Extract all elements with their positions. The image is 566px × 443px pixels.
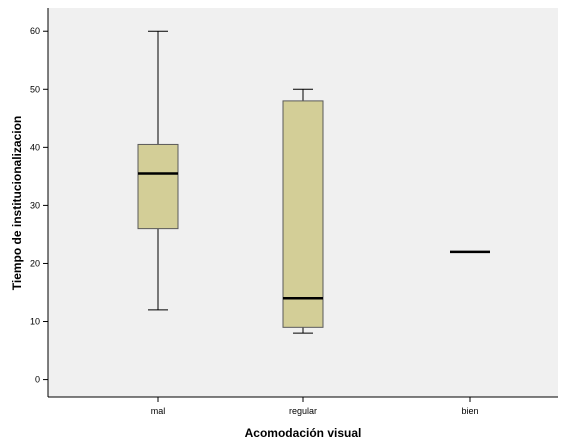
y-tick-label: 60 — [30, 26, 40, 36]
y-tick-label: 0 — [35, 375, 40, 385]
y-axis-ticks: 0 10 20 30 40 50 60 — [30, 26, 48, 385]
x-tick-label: mal — [151, 406, 166, 416]
box-group — [137, 30, 490, 334]
box-mal — [137, 30, 179, 311]
y-tick-label: 10 — [30, 317, 40, 327]
iqr-box — [137, 143, 179, 230]
y-tick-label: 30 — [30, 200, 40, 210]
iqr-box — [282, 100, 324, 328]
y-tick-label: 50 — [30, 84, 40, 94]
box-regular — [282, 88, 324, 334]
x-tick-label: bien — [461, 406, 478, 416]
x-axis-title: Acomodación visual — [245, 426, 362, 440]
x-axis-ticks: mal regular bien — [151, 397, 479, 416]
x-tick-label: regular — [289, 406, 317, 416]
y-axis-title: Tiempo de institucionalizacion — [10, 116, 24, 290]
y-tick-label: 40 — [30, 142, 40, 152]
y-tick-label: 20 — [30, 258, 40, 268]
